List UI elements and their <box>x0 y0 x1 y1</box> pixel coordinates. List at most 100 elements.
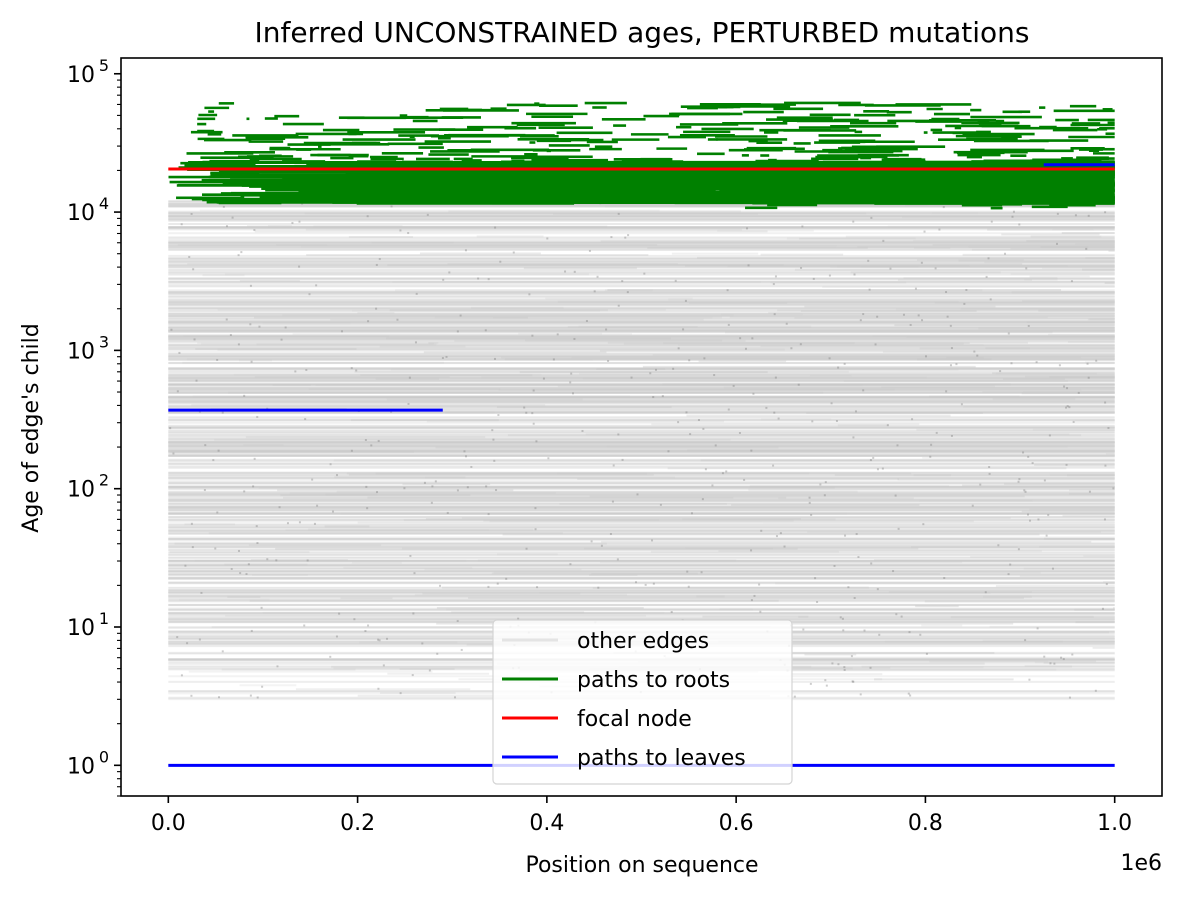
other-edge-dot <box>255 525 258 528</box>
other-edge-dot <box>909 323 912 326</box>
other-edge-dot <box>790 347 793 350</box>
other-edge-dot <box>814 577 817 580</box>
other-edge-dot <box>170 328 173 331</box>
other-edge-dot <box>256 542 259 545</box>
other-edge-dot <box>702 427 705 430</box>
other-edge-dot <box>686 570 689 573</box>
other-edge-dot <box>842 629 845 632</box>
other-edge-dot <box>852 220 855 223</box>
other-edge-dot <box>700 571 703 574</box>
other-edge-dot <box>808 496 811 499</box>
other-edge-dot <box>266 558 269 561</box>
other-edge-dot <box>353 618 356 621</box>
other-edge-dot <box>685 411 688 414</box>
other-edge-dot <box>382 664 385 667</box>
other-edge-dot <box>1066 405 1069 408</box>
other-edge-dot <box>216 358 219 361</box>
other-edge-dot <box>493 357 496 360</box>
other-edge-dot <box>801 225 804 228</box>
other-edge-dot <box>390 410 393 413</box>
other-edge-dot <box>987 257 990 260</box>
other-edge-dot <box>808 501 811 504</box>
other-edge-dot <box>876 468 879 471</box>
other-edge-dot <box>895 613 898 616</box>
other-edge-dot <box>497 414 500 417</box>
other-edge-dot <box>690 512 693 515</box>
y-tick-label: 10 <box>67 616 95 641</box>
other-edge-dot <box>833 565 836 568</box>
other-edge-dot <box>876 588 879 591</box>
other-edge-dot <box>869 666 872 669</box>
other-edge-dot <box>697 419 700 422</box>
other-edge-dot <box>843 362 846 365</box>
other-edge-dot <box>415 292 418 295</box>
other-edge-dot <box>370 444 373 447</box>
other-edge-dot <box>853 597 856 600</box>
other-edge-dot <box>1085 247 1088 250</box>
other-edge-dot <box>378 639 381 642</box>
other-edge-dot <box>889 267 892 270</box>
other-edge-dot <box>261 685 264 688</box>
x-tick-label: 0.4 <box>529 811 564 836</box>
other-edge-dot <box>192 268 195 271</box>
other-edge-dot <box>753 594 756 597</box>
other-edge-dot <box>456 489 459 492</box>
other-edge-dot <box>1063 385 1066 388</box>
other-edge-dot <box>924 355 927 358</box>
other-edge-dot <box>744 347 747 350</box>
y-tick-exponent: 1 <box>99 609 109 628</box>
other-edge-dot <box>688 359 691 362</box>
other-edge-dot <box>773 313 776 316</box>
other-edge-dot <box>1055 242 1058 245</box>
other-edge-dot <box>1060 656 1063 659</box>
legend-label: focal node <box>577 707 692 732</box>
other-edge-dot <box>667 450 670 453</box>
other-edge-dot <box>311 478 314 481</box>
other-edge-dot <box>547 457 550 460</box>
other-edge-dot <box>493 459 496 462</box>
other-edge-dot <box>278 506 281 509</box>
other-edge-dot <box>338 612 341 615</box>
other-edge-dot <box>785 322 788 325</box>
other-edge-dot <box>621 458 624 461</box>
other-edge-dot <box>1037 518 1040 521</box>
other-edge-dot <box>523 406 526 409</box>
other-edge-dot <box>188 255 191 258</box>
other-edge-dot <box>854 410 857 413</box>
other-edge-dot <box>684 299 687 302</box>
x-tick-label: 0.0 <box>151 811 186 836</box>
other-edge-dot <box>442 278 445 281</box>
other-edge-dot <box>253 457 256 460</box>
other-edge-dot <box>423 481 426 484</box>
x-tick-label: 1.0 <box>1097 811 1132 836</box>
x-offset-label: 1e6 <box>1120 851 1162 876</box>
other-edge-dot <box>651 539 654 542</box>
other-edge-dot <box>535 440 538 443</box>
other-edge-dot <box>477 277 480 280</box>
other-edge-dot <box>399 229 402 232</box>
other-edge-dot <box>237 549 240 552</box>
other-edge-dot <box>494 226 497 229</box>
other-edge-dot <box>441 356 444 359</box>
legend-label: paths to leaves <box>577 746 746 771</box>
other-edge-dot <box>250 360 253 363</box>
other-edge-dot <box>470 465 473 468</box>
other-edge-dot <box>525 411 528 414</box>
other-edge-dot <box>1087 376 1090 379</box>
other-edge-dot <box>922 523 925 526</box>
plot-frame <box>120 57 1163 797</box>
other-edge-dot <box>844 534 847 537</box>
other-edge-dot <box>459 314 462 317</box>
other-edge-dot <box>243 394 246 397</box>
other-edge-dot <box>556 333 559 336</box>
other-edge-dot <box>377 687 380 690</box>
other-edge-dot <box>178 351 181 354</box>
other-edge-dot <box>445 355 448 358</box>
other-edge-dot <box>759 610 762 613</box>
other-edge-dot <box>914 287 917 290</box>
other-edge-dot <box>1072 420 1075 423</box>
other-edge-dot <box>532 422 535 425</box>
other-edge-dot <box>536 586 539 589</box>
other-edge-dot <box>313 522 316 525</box>
